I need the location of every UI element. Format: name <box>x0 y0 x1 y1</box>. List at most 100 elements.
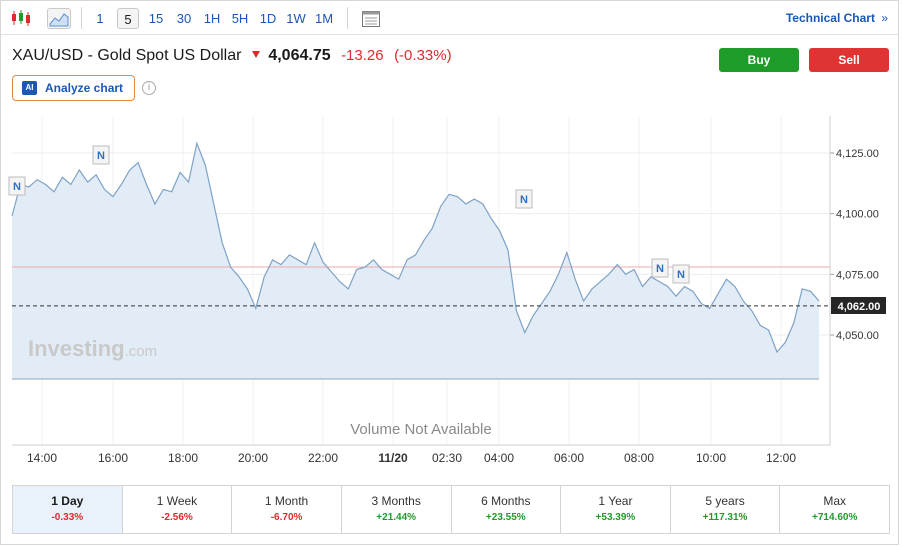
x-tick-label: 06:00 <box>554 451 584 465</box>
watermark-brand: Investing <box>28 336 125 361</box>
current-price-box <box>831 297 886 314</box>
news-marker-box <box>515 189 533 209</box>
period-label: 1 Day <box>51 494 84 508</box>
instrument-name: Gold Spot US Dollar <box>97 47 242 64</box>
current-price-tag: 4,062.00 <box>831 297 886 314</box>
candlestick-icon[interactable] <box>10 9 32 27</box>
technical-chart-label: Technical Chart <box>785 11 875 25</box>
news-marker: N <box>672 264 690 284</box>
news-marker-label: N <box>677 269 685 281</box>
timeframe-1w[interactable]: 1W <box>286 11 306 26</box>
price-chart[interactable]: Investing.com N N N N N 4,125.00 4,100.00 4,07… <box>1 1 900 481</box>
timeframe-1[interactable]: 1 <box>96 11 104 26</box>
timeframe-5[interactable]: 5 <box>117 8 139 29</box>
buy-button[interactable]: Buy <box>719 48 799 72</box>
news-markers: N N N N N <box>8 145 690 284</box>
news-marker: N <box>651 258 669 278</box>
table-icon[interactable] <box>361 10 381 28</box>
x-axis: 14:00 16:00 18:00 20:00 22:00 11/20 02:30 04:00… <box>27 451 796 465</box>
period-5-years[interactable]: 5 years +117.31% <box>671 486 781 533</box>
ai-icon: AI <box>22 81 37 95</box>
period-3-months[interactable]: 3 Months +21.44% <box>342 486 452 533</box>
price-change: -13.26 <box>341 47 384 64</box>
timeframe-5h[interactable]: 5H <box>231 11 249 26</box>
period-label: 1 Month <box>264 494 309 508</box>
news-marker: N <box>515 189 533 209</box>
period-label: 1 Week <box>156 494 198 508</box>
news-marker-label: N <box>656 263 664 275</box>
sell-button[interactable]: Sell <box>809 48 889 72</box>
title-separator: - <box>87 47 93 64</box>
timeframe-1m[interactable]: 1M <box>314 11 334 26</box>
period-change: -6.70% <box>270 512 303 523</box>
x-tick-label: 12:00 <box>766 451 796 465</box>
toolbar-separator <box>81 7 82 29</box>
period-label: 3 Months <box>371 494 421 508</box>
y-axis: 4,125.00 4,100.00 4,075.00 4,050.00 <box>829 116 879 445</box>
news-marker-label: N <box>13 181 21 193</box>
x-tick-label: 14:00 <box>27 451 57 465</box>
period-change: +714.60% <box>812 512 858 523</box>
x-tick-label: 16:00 <box>98 451 128 465</box>
timeframe-1h[interactable]: 1H <box>203 11 221 26</box>
period-change: +23.55% <box>485 512 526 523</box>
instrument-header: XAU/USD - Gold Spot US Dollar 4,064.75 -… <box>12 47 452 65</box>
news-marker-box <box>672 264 690 284</box>
x-tick-label: 02:30 <box>432 451 462 465</box>
news-marker-box <box>8 176 26 196</box>
y-tick-label: 4,075.00 <box>836 269 879 281</box>
period-1-week[interactable]: 1 Week -2.56% <box>123 486 233 533</box>
news-marker-label: N <box>520 194 528 206</box>
timeframe-30[interactable]: 30 <box>176 11 192 26</box>
price-area <box>12 143 819 379</box>
period-label: 6 Months <box>481 494 531 508</box>
period-label: 5 years <box>705 494 745 508</box>
price-line <box>11 141 820 354</box>
performance-periods: 1 Day -0.33% 1 Week -2.56% 1 Month -6.70% 3… <box>12 485 890 534</box>
volume-not-available: Volume Not Available <box>350 421 491 438</box>
watermark-suffix: .com <box>125 343 158 360</box>
period-label: Max <box>823 494 847 508</box>
news-marker: N <box>92 145 110 165</box>
period-change: +117.31% <box>702 512 748 523</box>
news-marker-label: N <box>97 150 105 162</box>
x-tick-label: 08:00 <box>624 451 654 465</box>
arrow-down-icon <box>251 51 260 58</box>
timeframe-15[interactable]: 15 <box>148 11 164 26</box>
period-1-day[interactable]: 1 Day -0.33% <box>13 486 123 533</box>
double-chevron-right-icon: » <box>881 11 888 25</box>
instrument-symbol: XAU/USD <box>12 47 84 64</box>
x-tick-label: 04:00 <box>484 451 514 465</box>
last-price: 4,064.75 <box>268 47 331 64</box>
analyze-chart-button[interactable]: AI Analyze chart <box>12 75 135 101</box>
price-change-percent: (-0.33%) <box>394 47 452 64</box>
period-1-year[interactable]: 1 Year +53.39% <box>561 486 671 533</box>
y-tick-label: 4,125.00 <box>836 148 879 160</box>
area-chart-icon[interactable] <box>47 8 71 29</box>
investing-watermark: Investing.com <box>28 336 157 361</box>
news-marker-box <box>92 145 110 165</box>
x-tick-label: 22:00 <box>308 451 338 465</box>
x-tick-label: 18:00 <box>168 451 198 465</box>
period-max[interactable]: Max +714.60% <box>780 486 889 533</box>
x-tick-label: 20:00 <box>238 451 268 465</box>
period-change: +53.39% <box>595 512 636 523</box>
x-tick-label: 10:00 <box>696 451 726 465</box>
news-marker: N <box>8 176 26 196</box>
technical-chart-link[interactable]: Technical Chart » <box>786 11 888 25</box>
x-tick-label: 11/20 <box>378 451 408 465</box>
news-marker-box <box>651 258 669 278</box>
period-change: -0.33% <box>51 512 84 523</box>
period-change: -2.56% <box>161 512 193 523</box>
y-tick-label: 4,100.00 <box>836 209 879 221</box>
timeframe-1d[interactable]: 1D <box>259 11 277 26</box>
period-label: 1 Year <box>598 494 633 508</box>
y-tick-label: 4,050.00 <box>836 330 879 342</box>
period-change: +21.44% <box>376 512 417 523</box>
analyze-chart-label: Analyze chart <box>45 81 124 95</box>
period-6-months[interactable]: 6 Months +23.55% <box>452 486 562 533</box>
current-price-label: 4,062.00 <box>838 301 881 313</box>
period-1-month[interactable]: 1 Month -6.70% <box>232 486 342 533</box>
info-icon[interactable]: i <box>142 81 156 95</box>
